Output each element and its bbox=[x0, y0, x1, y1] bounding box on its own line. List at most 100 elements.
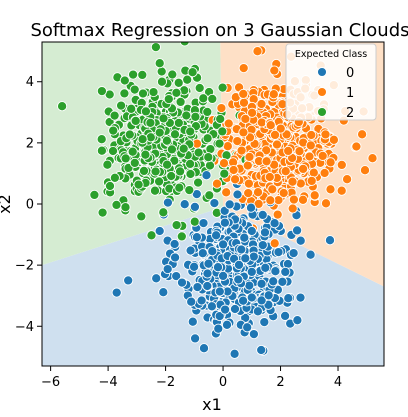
data-point-class-1 bbox=[264, 171, 275, 183]
data-point-class-1 bbox=[320, 129, 331, 140]
data-point-class-1 bbox=[228, 164, 239, 176]
data-point-class-2 bbox=[154, 127, 165, 138]
chart-title: Softmax Regression on 3 Gaussian Clouds bbox=[30, 20, 408, 41]
data-point-class-2 bbox=[109, 110, 120, 121]
data-point-class-2 bbox=[175, 96, 186, 107]
data-point-class-0 bbox=[201, 170, 212, 181]
data-point-class-1 bbox=[222, 141, 233, 152]
data-point-class-0 bbox=[263, 290, 274, 301]
data-point-class-0 bbox=[220, 304, 231, 315]
data-point-class-1 bbox=[238, 88, 249, 99]
data-point-class-0 bbox=[219, 217, 230, 228]
data-point-class-2 bbox=[149, 185, 161, 196]
data-point-class-0 bbox=[191, 232, 202, 243]
x-tick-label: 4 bbox=[334, 375, 342, 390]
x-tick-label: −4 bbox=[99, 375, 118, 390]
data-point-class-0 bbox=[305, 249, 316, 260]
legend: Expected Class 0 1 2 bbox=[285, 43, 377, 121]
data-point-class-2 bbox=[158, 113, 169, 124]
data-point-class-1 bbox=[287, 176, 298, 187]
data-point-class-2 bbox=[138, 165, 150, 176]
data-point-class-0 bbox=[123, 275, 134, 286]
data-point-class-2 bbox=[194, 82, 205, 94]
data-point-class-1 bbox=[317, 150, 328, 161]
data-point-class-0 bbox=[295, 292, 306, 303]
data-point-class-1 bbox=[297, 194, 309, 205]
data-point-class-1 bbox=[306, 175, 317, 186]
data-point-class-1 bbox=[269, 129, 281, 140]
data-point-class-1 bbox=[238, 63, 249, 74]
data-point-class-0 bbox=[238, 295, 249, 306]
data-point-class-1 bbox=[269, 65, 280, 76]
y-tick-label: 2 bbox=[26, 136, 34, 151]
data-point-class-1 bbox=[295, 178, 306, 189]
data-point-class-0 bbox=[240, 253, 251, 264]
data-point-class-0 bbox=[283, 293, 294, 304]
data-point-class-0 bbox=[260, 262, 271, 273]
data-point-class-2 bbox=[202, 133, 213, 144]
data-point-class-1 bbox=[283, 145, 294, 156]
data-point-class-0 bbox=[248, 251, 259, 262]
data-point-class-0 bbox=[192, 282, 203, 293]
data-point-class-1 bbox=[261, 145, 272, 156]
data-point-class-0 bbox=[214, 286, 225, 297]
data-point-class-0 bbox=[256, 295, 267, 306]
legend-box bbox=[285, 43, 377, 121]
data-point-class-2 bbox=[173, 117, 184, 128]
data-point-class-1 bbox=[309, 190, 320, 201]
data-point-class-2 bbox=[171, 220, 182, 231]
data-point-class-2 bbox=[133, 179, 144, 190]
data-point-class-0 bbox=[169, 238, 180, 250]
data-point-class-0 bbox=[233, 259, 245, 270]
data-point-class-1 bbox=[244, 132, 256, 143]
y-tick-label: 0 bbox=[26, 198, 34, 213]
data-point-class-1 bbox=[268, 89, 279, 100]
data-point-class-0 bbox=[245, 202, 257, 213]
data-point-class-0 bbox=[295, 235, 306, 246]
data-point-class-1 bbox=[328, 134, 339, 145]
data-point-class-0 bbox=[269, 218, 280, 229]
data-point-class-0 bbox=[246, 225, 257, 237]
data-point-class-2 bbox=[215, 113, 226, 125]
data-point-class-2 bbox=[163, 94, 174, 105]
data-point-class-0 bbox=[239, 232, 250, 243]
data-point-class-1 bbox=[243, 178, 254, 189]
data-point-class-2 bbox=[137, 134, 148, 145]
data-point-class-0 bbox=[207, 246, 218, 257]
y-tick-label: −4 bbox=[15, 320, 34, 335]
data-point-class-0 bbox=[190, 333, 201, 344]
data-point-class-2 bbox=[137, 88, 149, 99]
data-point-class-0 bbox=[259, 317, 270, 328]
data-point-class-2 bbox=[204, 190, 215, 201]
data-point-class-0 bbox=[257, 209, 268, 220]
data-point-class-1 bbox=[280, 166, 291, 177]
data-point-class-0 bbox=[244, 280, 255, 291]
data-point-class-1 bbox=[298, 163, 309, 174]
data-point-class-2 bbox=[174, 182, 185, 193]
x-tick-label: 0 bbox=[219, 375, 227, 390]
data-point-class-2 bbox=[161, 135, 172, 146]
data-point-class-2 bbox=[102, 159, 113, 170]
data-point-class-0 bbox=[236, 244, 247, 255]
data-point-class-1 bbox=[305, 140, 316, 151]
y-axis-label: x2 bbox=[0, 194, 14, 214]
data-point-class-0 bbox=[292, 225, 303, 236]
data-point-class-0 bbox=[189, 261, 200, 272]
data-point-class-0 bbox=[202, 268, 213, 279]
data-point-class-2 bbox=[154, 58, 165, 69]
y-tick-label: 4 bbox=[26, 75, 34, 90]
data-point-class-2 bbox=[214, 138, 225, 149]
data-point-class-0 bbox=[186, 296, 197, 307]
data-point-class-0 bbox=[218, 239, 229, 250]
data-point-class-2 bbox=[173, 77, 184, 88]
data-point-class-2 bbox=[185, 126, 196, 137]
data-point-class-1 bbox=[216, 103, 227, 114]
legend-title: Expected Class bbox=[295, 49, 367, 60]
data-point-class-1 bbox=[287, 203, 298, 214]
data-point-class-0 bbox=[259, 227, 271, 238]
data-point-class-1 bbox=[265, 195, 276, 206]
data-point-class-2 bbox=[96, 145, 107, 156]
data-point-class-2 bbox=[179, 42, 190, 47]
legend-marker-2 bbox=[317, 107, 327, 117]
legend-label-1: 1 bbox=[346, 86, 354, 101]
